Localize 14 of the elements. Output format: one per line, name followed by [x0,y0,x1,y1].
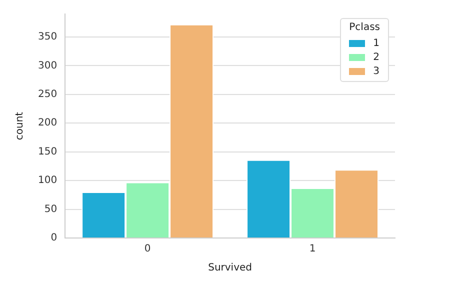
x-axis-title: Survived [208,262,252,274]
y-axis-title: count [14,112,26,140]
y-tick-label: 100 [38,175,58,186]
y-tick-label: 350 [38,32,58,43]
y-tick-label: 200 [38,118,58,129]
y-tick-label: 150 [38,146,58,158]
y-tick-label: 250 [38,89,58,100]
legend-label: 2 [373,52,380,62]
legend-title: Pclass [349,22,380,33]
y-tick-label: 50 [44,204,58,215]
y-tick-label: 0 [50,232,58,244]
legend-label: 3 [373,66,380,76]
y-tick-label: 300 [38,60,58,72]
legend-label: 1 [373,38,380,48]
